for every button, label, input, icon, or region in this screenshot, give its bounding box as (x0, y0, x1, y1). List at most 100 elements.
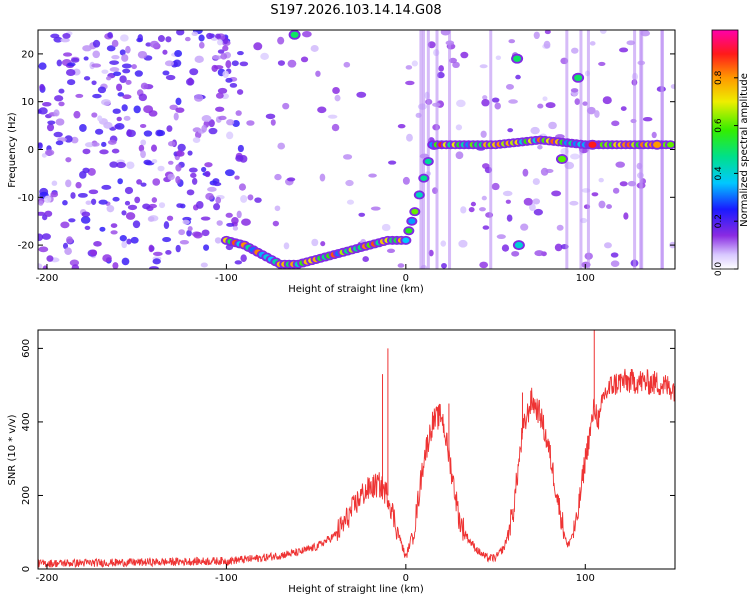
noise-speckle (107, 139, 117, 145)
noise-speckle (126, 238, 132, 245)
noise-speckle (117, 92, 125, 97)
noise-speckle (411, 60, 418, 67)
noise-speckle (211, 64, 218, 72)
noise-speckle (174, 50, 183, 58)
noise-speckle (70, 192, 76, 199)
snr-panel: -200 -100 0 100 0 200 400 600 Height of straigh… (7, 329, 676, 595)
noise-speckle (82, 45, 92, 52)
noise-speckle (200, 262, 208, 268)
noise-speckle (112, 108, 121, 114)
noise-speckle (163, 221, 170, 230)
noise-speckle (167, 141, 176, 147)
noise-speckle (71, 264, 80, 269)
noise-speckle (320, 241, 326, 247)
noise-speckle (505, 83, 514, 90)
noise-speckle (598, 177, 604, 183)
noise-speckle (220, 53, 228, 60)
noise-speckle (83, 76, 91, 81)
noise-speckle (162, 70, 170, 76)
noise-speckle (38, 246, 49, 253)
noise-speckle (106, 45, 116, 52)
noise-speckle (79, 123, 87, 132)
noise-speckle (151, 144, 157, 152)
noise-speckle (246, 120, 255, 126)
noise-speckle (90, 249, 98, 256)
noise-speckle (138, 93, 148, 102)
noise-speckle (260, 52, 269, 60)
noise-speckle (132, 220, 141, 229)
noise-speckle (231, 60, 239, 67)
noise-speckle (204, 170, 211, 178)
noise-speckle (152, 258, 161, 265)
noise-speckle (121, 54, 129, 62)
noise-speckle (319, 173, 326, 182)
noise-speckle (507, 128, 514, 133)
noise-speckle (217, 39, 223, 46)
hot-spot (653, 141, 662, 148)
noise-speckle (532, 178, 540, 186)
noise-speckle (101, 69, 109, 74)
noise-speckle (334, 94, 341, 102)
noise-speckle (554, 243, 563, 252)
noise-speckle (92, 50, 101, 59)
noise-speckle (670, 84, 675, 89)
snr-y-label: SNR (10 * v/v) (7, 414, 18, 485)
noise-speckle (121, 257, 130, 266)
ridge-point (402, 237, 410, 244)
noise-speckle (216, 220, 223, 226)
noise-speckle (315, 70, 321, 77)
noise-speckle (226, 119, 235, 126)
noise-speckle (38, 107, 48, 115)
noise-speckle (332, 87, 340, 94)
noise-speckle (479, 64, 488, 69)
noise-speckle (619, 47, 629, 53)
spectrogram-plot-area (38, 30, 675, 269)
noise-speckle (611, 120, 620, 127)
noise-speckle (215, 33, 221, 39)
noise-speckle (133, 105, 141, 114)
noise-speckle (598, 61, 606, 66)
colorbar-gradient (712, 30, 738, 269)
noise-speckle (187, 77, 194, 86)
noise-speckle (460, 206, 467, 214)
x-tick-label: -200 (36, 573, 59, 584)
noise-speckle (528, 203, 536, 212)
hot-spot (514, 241, 523, 249)
noise-speckle (495, 55, 502, 61)
noise-speckle (50, 33, 60, 39)
noise-speckle (109, 60, 120, 65)
noise-speckle (272, 220, 280, 227)
noise-speckle (544, 30, 551, 35)
noise-speckle (140, 182, 147, 187)
noise-speckle (623, 212, 629, 220)
noise-speckle (229, 82, 238, 88)
noise-speckle (274, 205, 281, 212)
noise-speckle (62, 200, 68, 206)
noise-speckle (38, 142, 43, 150)
noise-speckle (523, 197, 533, 206)
noise-speckle (300, 56, 309, 63)
noise-speckle (217, 49, 225, 54)
noise-speckle (134, 196, 141, 204)
spectrogram-y-label: Frequency (Hz) (7, 112, 18, 188)
noise-speckle (187, 226, 193, 232)
noise-speckle (165, 74, 176, 81)
noise-speckle (39, 83, 45, 91)
noise-speckle (130, 236, 139, 244)
hot-spot (574, 74, 583, 82)
noise-speckle (98, 199, 108, 205)
noise-speckle (191, 177, 198, 185)
noise-speckle (77, 192, 88, 198)
noise-speckle (274, 173, 282, 181)
noise-speckle (207, 186, 217, 192)
noise-speckle (508, 99, 518, 104)
noise-speckle (508, 39, 516, 44)
stripe-mark (419, 30, 423, 269)
noise-speckle (73, 110, 81, 119)
noise-speckle (440, 30, 451, 36)
y-tick-label: 600 (21, 339, 32, 358)
noise-speckle (331, 123, 340, 132)
noise-speckle (91, 112, 98, 118)
noise-speckle (38, 233, 44, 242)
noise-speckle (152, 178, 161, 186)
